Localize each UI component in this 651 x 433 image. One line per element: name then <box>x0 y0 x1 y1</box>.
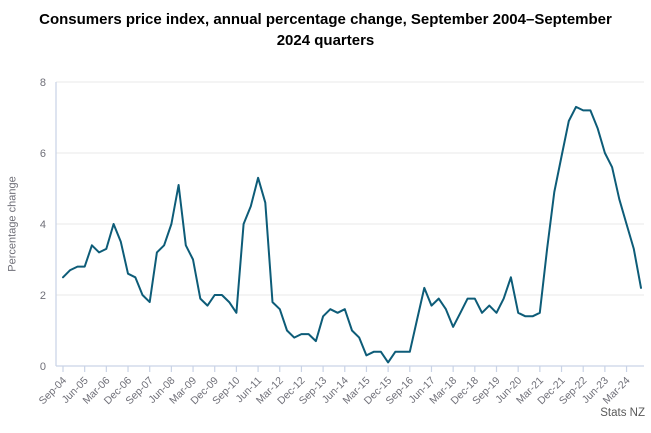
y-tick-label-8: 8 <box>40 77 46 89</box>
source-attribution: Stats NZ <box>600 407 645 419</box>
y-tick-label-0: 0 <box>40 361 46 373</box>
cpi-data-line <box>62 105 642 364</box>
y-tick-label-4: 4 <box>40 219 46 231</box>
y-tick-label-6: 6 <box>40 148 46 160</box>
chart-title: Consumers price index, annual percentage… <box>39 11 612 49</box>
y-tick-label-2: 2 <box>40 290 46 302</box>
